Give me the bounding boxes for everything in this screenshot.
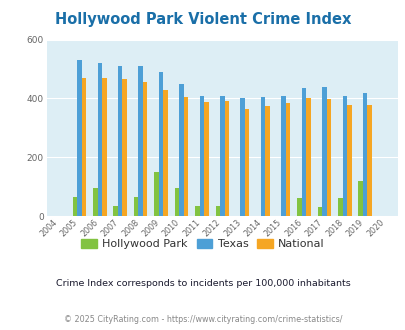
- Bar: [204, 102, 208, 216]
- Bar: [301, 88, 305, 216]
- Bar: [362, 92, 367, 216]
- Bar: [81, 79, 86, 216]
- Bar: [296, 198, 301, 216]
- Bar: [240, 98, 244, 216]
- Bar: [358, 181, 362, 216]
- Bar: [244, 109, 249, 216]
- Bar: [174, 188, 179, 216]
- Bar: [122, 79, 127, 216]
- Bar: [179, 84, 183, 216]
- Bar: [102, 78, 106, 216]
- Bar: [281, 95, 285, 216]
- Bar: [346, 105, 351, 216]
- Bar: [113, 206, 118, 216]
- Bar: [199, 95, 204, 216]
- Text: Crime Index corresponds to incidents per 100,000 inhabitants: Crime Index corresponds to incidents per…: [55, 279, 350, 288]
- Bar: [138, 66, 143, 216]
- Legend: Hollywood Park, Texas, National: Hollywood Park, Texas, National: [77, 234, 328, 253]
- Bar: [367, 105, 371, 216]
- Bar: [183, 97, 188, 216]
- Bar: [305, 98, 310, 216]
- Bar: [321, 87, 326, 216]
- Bar: [337, 198, 342, 216]
- Bar: [224, 101, 228, 216]
- Text: © 2025 CityRating.com - https://www.cityrating.com/crime-statistics/: © 2025 CityRating.com - https://www.city…: [64, 315, 341, 324]
- Bar: [317, 207, 321, 216]
- Bar: [154, 172, 158, 216]
- Bar: [220, 95, 224, 216]
- Bar: [77, 60, 81, 216]
- Bar: [143, 82, 147, 216]
- Bar: [134, 197, 138, 216]
- Bar: [260, 97, 265, 216]
- Bar: [118, 66, 122, 216]
- Text: Hollywood Park Violent Crime Index: Hollywood Park Violent Crime Index: [55, 12, 350, 26]
- Bar: [326, 99, 330, 216]
- Bar: [158, 72, 163, 216]
- Bar: [195, 206, 199, 216]
- Bar: [285, 103, 290, 216]
- Bar: [72, 197, 77, 216]
- Bar: [163, 90, 167, 216]
- Bar: [93, 188, 97, 216]
- Bar: [215, 206, 220, 216]
- Bar: [342, 96, 346, 216]
- Bar: [97, 63, 102, 216]
- Bar: [265, 106, 269, 216]
